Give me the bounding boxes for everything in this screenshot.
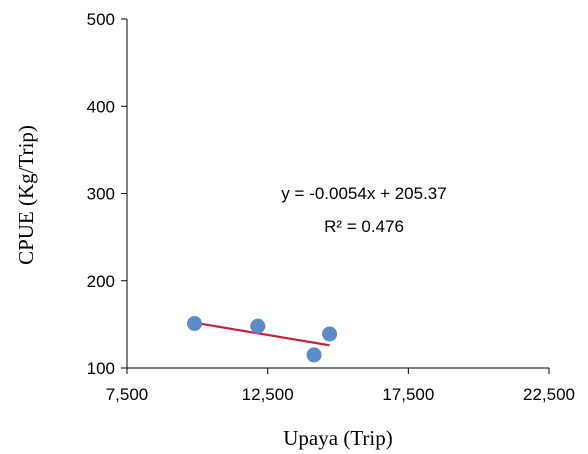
r-squared-annotation: R² = 0.476 (324, 217, 404, 236)
data-point (187, 316, 203, 332)
data-point (322, 326, 338, 342)
equation-annotation: y = -0.0054x + 205.37 (281, 184, 446, 203)
data-point (250, 318, 266, 334)
y-axis-ticks: 100 200 300 400 500 (87, 10, 127, 378)
y-tick-label: 200 (87, 272, 115, 291)
x-axis-ticks: 7,500 12,500 17,500 22,500 (106, 368, 575, 404)
y-tick-label: 400 (87, 97, 115, 116)
y-axis-title: CPUE (Kg/Trip) (14, 125, 38, 265)
y-tick-label: 100 (87, 359, 115, 378)
y-tick-label: 500 (87, 10, 115, 29)
x-tick-label: 17,500 (382, 385, 434, 404)
x-tick-label: 22,500 (523, 385, 575, 404)
data-point (306, 347, 322, 363)
x-axis-title: Upaya (Trip) (283, 426, 392, 450)
x-tick-label: 12,500 (242, 385, 294, 404)
trendline-group (194, 321, 330, 347)
y-tick-label: 300 (87, 185, 115, 204)
data-points (187, 316, 338, 363)
trendline (194, 321, 330, 347)
x-tick-label: 7,500 (106, 385, 149, 404)
